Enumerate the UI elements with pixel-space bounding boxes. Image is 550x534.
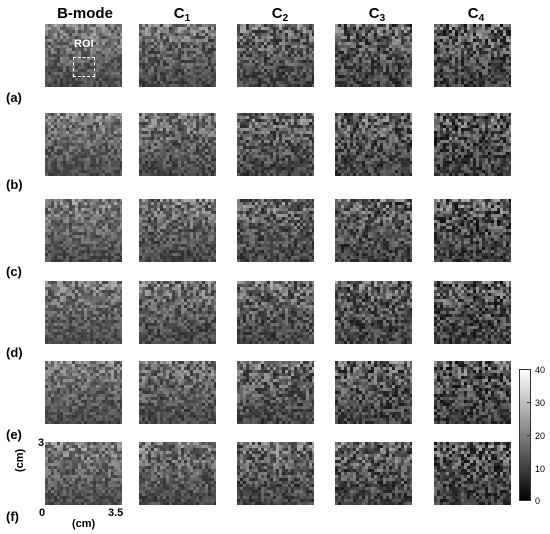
speckle-image-e-c4 <box>434 361 511 424</box>
speckle-image-e-c1 <box>139 361 216 424</box>
y-axis-max: 3 <box>38 437 45 449</box>
colorbar-mark <box>527 435 531 436</box>
speckle-image-a-c4 <box>434 24 511 87</box>
speckle-image-f-c3 <box>335 442 412 505</box>
speckle-image-b-c3 <box>335 113 412 176</box>
speckle-image-a-c1 <box>139 24 216 87</box>
colorbar-mark <box>527 402 531 403</box>
speckle-image-c-c2 <box>237 199 314 262</box>
column-header-c2: C2 <box>235 5 325 24</box>
speckle-image-d-c1 <box>139 281 216 344</box>
column-header-c1: C1 <box>137 5 227 24</box>
row-label-c: (c) <box>6 264 22 279</box>
column-header-b-mode: B-mode <box>40 5 130 22</box>
speckle-image-d-c4 <box>434 281 511 344</box>
column-header-main: C <box>467 5 479 22</box>
speckle-image-c-c4 <box>434 199 511 262</box>
row-label-d: (d) <box>6 345 23 360</box>
speckle-image-d-c3 <box>335 281 412 344</box>
x-axis-max: 3.5 <box>108 507 124 519</box>
speckle-image-b-c1 <box>139 113 216 176</box>
column-header-sub: 1 <box>184 13 191 24</box>
colorbar-tick-0: 0 <box>535 496 541 506</box>
speckle-image-f-c2 <box>237 442 314 505</box>
column-header-sub: 2 <box>282 13 289 24</box>
column-header-sub: 4 <box>478 13 485 24</box>
colorbar-tick-20: 20 <box>535 431 546 441</box>
x-axis-min: 0 <box>39 507 46 519</box>
speckle-image-d-c2 <box>237 281 314 344</box>
colorbar-tick-30: 30 <box>535 398 546 408</box>
speckle-image-b-c2 <box>237 113 314 176</box>
speckle-image-b-b-mode <box>45 113 122 176</box>
colorbar-mark <box>527 468 531 469</box>
column-header-main: C <box>271 5 283 22</box>
speckle-image-a-c2 <box>237 24 314 87</box>
row-label-b: (b) <box>6 177 23 192</box>
speckle-image-f-c4 <box>434 442 511 505</box>
speckle-image-e-b-mode <box>45 361 122 424</box>
speckle-image-a-c3 <box>335 24 412 87</box>
speckle-image-c-c1 <box>139 199 216 262</box>
speckle-image-e-c2 <box>237 361 314 424</box>
column-header-sub: 3 <box>379 13 386 24</box>
column-header-c4: C4 <box>431 5 521 24</box>
roi-label: ROI <box>74 38 94 50</box>
speckle-image-e-c3 <box>335 361 412 424</box>
column-header-c3: C3 <box>332 5 422 24</box>
y-axis-unit: (cm) <box>14 448 26 472</box>
roi-box <box>73 57 95 77</box>
column-header-main: C <box>173 5 185 22</box>
speckle-image-a-b-mode <box>45 24 122 87</box>
colorbar-tick-10: 10 <box>535 464 546 474</box>
speckle-image-c-c3 <box>335 199 412 262</box>
column-header-main: B-mode <box>57 5 113 22</box>
row-label-a: (a) <box>6 90 22 105</box>
speckle-image-d-b-mode <box>45 281 122 344</box>
column-header-main: C <box>368 5 380 22</box>
speckle-image-c-b-mode <box>45 199 122 262</box>
speckle-image-b-c4 <box>434 113 511 176</box>
row-label-e: (e) <box>6 427 22 442</box>
speckle-image-f-c1 <box>139 442 216 505</box>
x-axis-unit: (cm) <box>72 518 96 530</box>
row-label-f: (f) <box>6 509 19 524</box>
colorbar-tick-40: 40 <box>535 365 546 375</box>
speckle-image-f-b-mode <box>45 442 122 505</box>
